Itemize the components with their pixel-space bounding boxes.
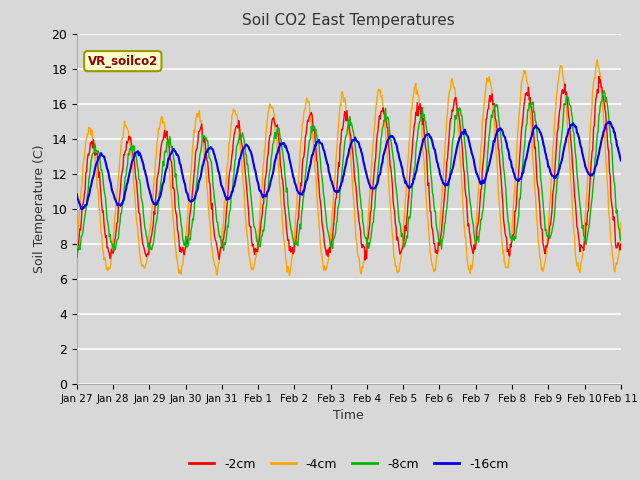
Title: Soil CO2 East Temperatures: Soil CO2 East Temperatures — [243, 13, 455, 28]
Y-axis label: Soil Temperature (C): Soil Temperature (C) — [33, 144, 45, 273]
Legend: -2cm, -4cm, -8cm, -16cm: -2cm, -4cm, -8cm, -16cm — [184, 453, 513, 476]
X-axis label: Time: Time — [333, 409, 364, 422]
Text: VR_soilco2: VR_soilco2 — [88, 55, 158, 68]
